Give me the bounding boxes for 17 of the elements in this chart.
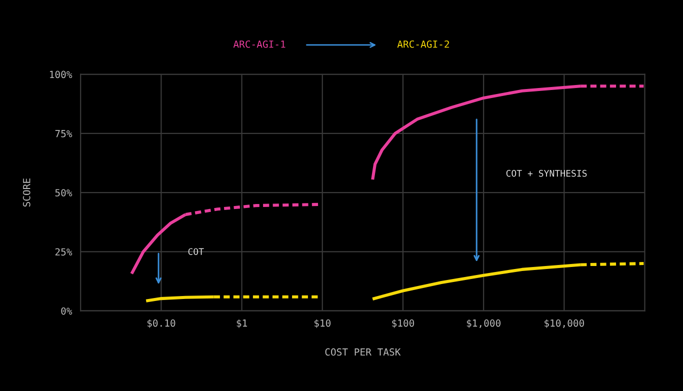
y-tick-label: 50% (55, 189, 72, 196)
y-tick-label: 100% (50, 70, 72, 78)
y-axis-title: SCORE (22, 178, 30, 207)
x-tick-label: $100 (392, 319, 414, 328)
annotation: COT (188, 248, 204, 256)
y-tick-label: 25% (55, 248, 72, 256)
x-axis-title: COST PER TASK (325, 348, 401, 356)
y-tick-label: 0% (61, 307, 72, 315)
y-tick-label: 75% (55, 130, 72, 138)
text: ARC-AGI-1 (233, 40, 286, 48)
x-tick-label: $1 (236, 319, 247, 328)
x-tick-label: $10,000 (544, 319, 584, 328)
text: ARC-AGI-2 (397, 40, 449, 48)
x-tick-label: $0.10 (147, 319, 176, 328)
x-tick-label: $1,000 (466, 319, 500, 328)
x-tick-label: $10 (314, 319, 331, 328)
annotation: COT + SYNTHESIS (506, 170, 587, 177)
